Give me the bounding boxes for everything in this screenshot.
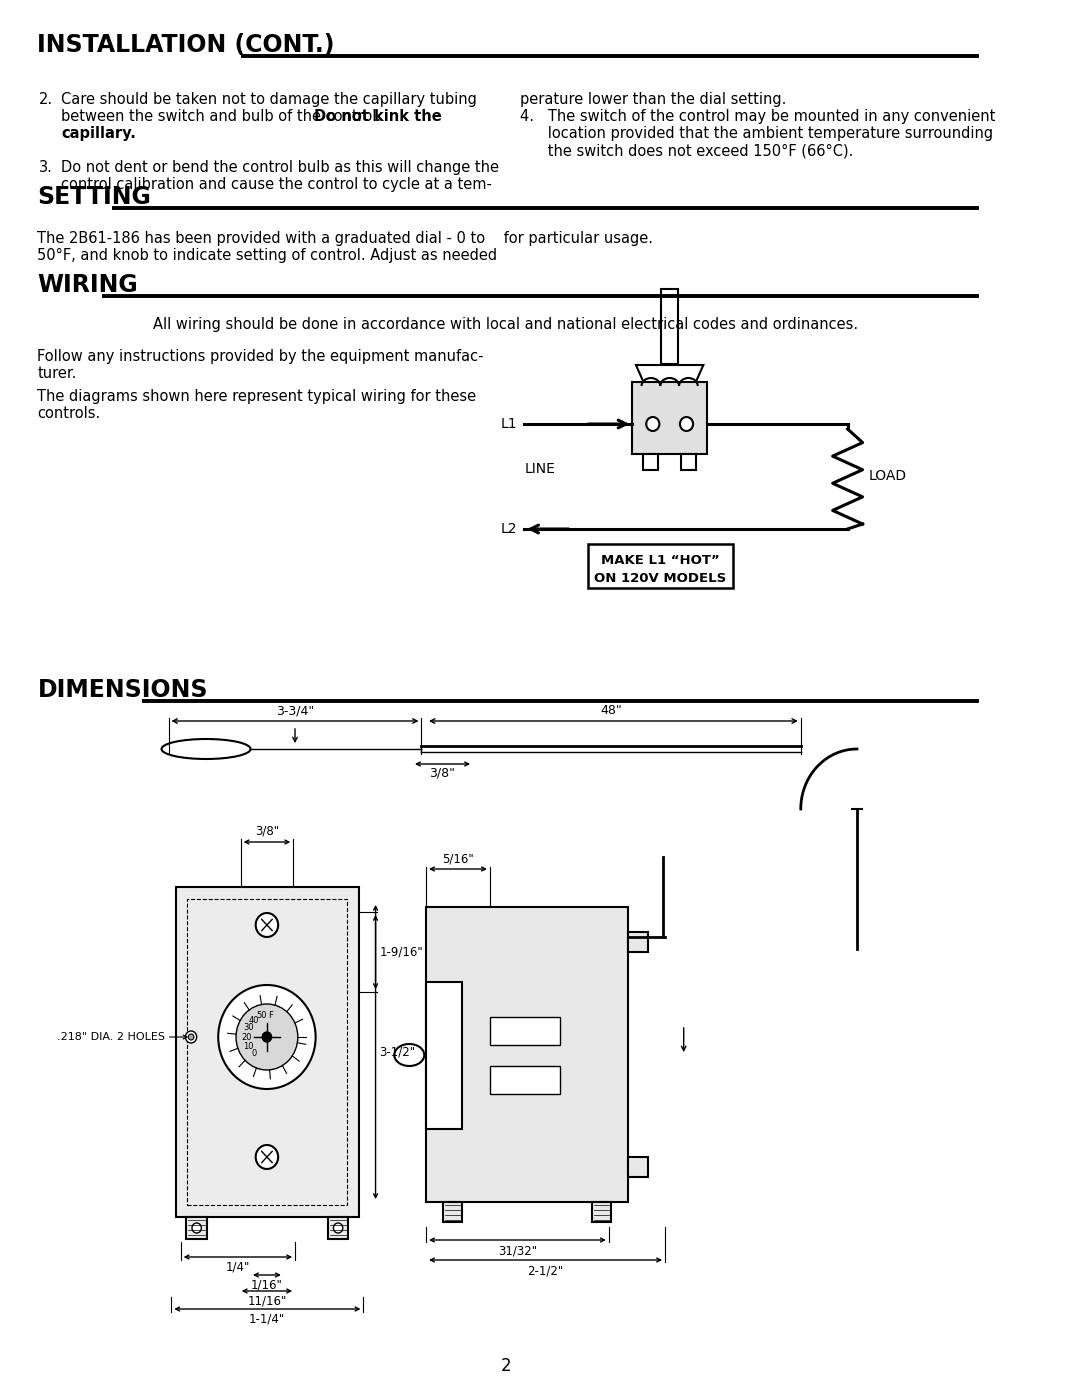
Circle shape [188,1034,194,1039]
Text: 1-1/4": 1-1/4" [248,1313,285,1326]
Text: 1-9/16": 1-9/16" [379,946,423,958]
Text: between the switch and bulb of the control.: between the switch and bulb of the contr… [60,109,386,124]
Text: 2.: 2. [39,92,54,108]
Bar [627,932,648,951]
Circle shape [186,1031,197,1044]
Text: 48": 48" [600,704,622,717]
Circle shape [646,416,660,432]
Text: location provided that the ambient temperature surrounding: location provided that the ambient tempe… [519,126,993,141]
Text: 50: 50 [256,1011,267,1020]
Text: 1/4": 1/4" [226,1261,251,1274]
Circle shape [218,985,315,1090]
Bar [490,1017,561,1045]
Text: Do not dent or bend the control bulb as this will change the: Do not dent or bend the control bulb as … [60,161,499,175]
Text: 2-1/2": 2-1/2" [527,1264,564,1277]
Text: 4.   The switch of the control may be mounted in any convenient: 4. The switch of the control may be moun… [519,109,995,124]
Bar [627,1157,648,1178]
Text: L2: L2 [500,522,517,536]
Text: Follow any instructions provided by the equipment manufac-: Follow any instructions provided by the … [38,349,484,365]
Bar [644,454,659,469]
Text: 10: 10 [243,1042,254,1051]
Ellipse shape [394,1044,424,1066]
Bar [427,907,627,1201]
Text: .218" DIA. 2 HOLES: .218" DIA. 2 HOLES [57,1032,165,1042]
Circle shape [334,1222,342,1234]
Circle shape [680,416,693,432]
Text: The diagrams shown here represent typical wiring for these: The diagrams shown here represent typica… [38,388,476,404]
Text: The 2B61-186 has been provided with a graduated dial - 0 to    for particular us: The 2B61-186 has been provided with a gr… [38,231,653,246]
Bar [661,289,678,365]
Bar [443,1201,462,1222]
Bar [680,454,696,469]
Bar [632,381,707,454]
Circle shape [237,1004,298,1070]
Bar [328,1217,349,1239]
Text: INSTALLATION (CONT.): INSTALLATION (CONT.) [38,34,335,57]
Text: 2: 2 [500,1356,511,1375]
Circle shape [256,914,279,937]
Text: DIMENSIONS: DIMENSIONS [38,678,208,703]
Bar [187,900,348,1206]
Text: 5/16": 5/16" [442,852,474,865]
Circle shape [256,1146,279,1169]
Text: WIRING: WIRING [38,272,138,298]
Text: perature lower than the dial setting.: perature lower than the dial setting. [519,92,786,108]
Text: 3-3/4": 3-3/4" [275,704,314,717]
Text: 40: 40 [248,1016,259,1024]
Text: capillary.: capillary. [60,126,136,141]
Text: 3/8": 3/8" [255,826,279,838]
Circle shape [262,1032,271,1042]
Text: Do not kink the: Do not kink the [314,109,442,124]
Text: 31/32": 31/32" [498,1243,537,1257]
Bar [176,887,359,1217]
Text: 3/8": 3/8" [429,767,455,780]
Text: MAKE L1 “HOT”: MAKE L1 “HOT” [600,555,719,567]
Text: controls.: controls. [38,407,100,420]
Text: LOAD: LOAD [868,469,906,483]
Polygon shape [636,365,703,384]
Text: Care should be taken not to damage the capillary tubing: Care should be taken not to damage the c… [60,92,476,108]
Text: L1: L1 [500,416,517,432]
Text: turer.: turer. [38,366,77,381]
Text: LINE: LINE [525,462,555,476]
Ellipse shape [162,739,251,759]
Text: 11/16": 11/16" [247,1295,286,1308]
Bar [588,543,733,588]
Text: the switch does not exceed 150°F (66°C).: the switch does not exceed 150°F (66°C). [519,142,853,158]
Text: 20: 20 [241,1032,252,1042]
Text: 1/16": 1/16" [251,1280,283,1292]
Bar [187,1217,207,1239]
Text: ON 120V MODELS: ON 120V MODELS [594,571,727,585]
Text: 50°F, and knob to indicate setting of control. Adjust as needed: 50°F, and knob to indicate setting of co… [38,249,498,263]
Text: SETTING: SETTING [38,184,151,210]
Text: All wiring should be done in accordance with local and national electrical codes: All wiring should be done in accordance … [153,317,859,332]
Bar [490,1066,561,1094]
Text: control calibration and cause the control to cycle at a tem-: control calibration and cause the contro… [60,177,491,191]
Bar [592,1201,610,1222]
Text: 0: 0 [251,1049,256,1059]
Bar [427,982,462,1129]
Text: 3.: 3. [39,161,53,175]
Text: F: F [268,1011,273,1020]
Circle shape [192,1222,201,1234]
Text: 3-1/2": 3-1/2" [379,1045,416,1059]
Text: 30: 30 [243,1023,254,1032]
